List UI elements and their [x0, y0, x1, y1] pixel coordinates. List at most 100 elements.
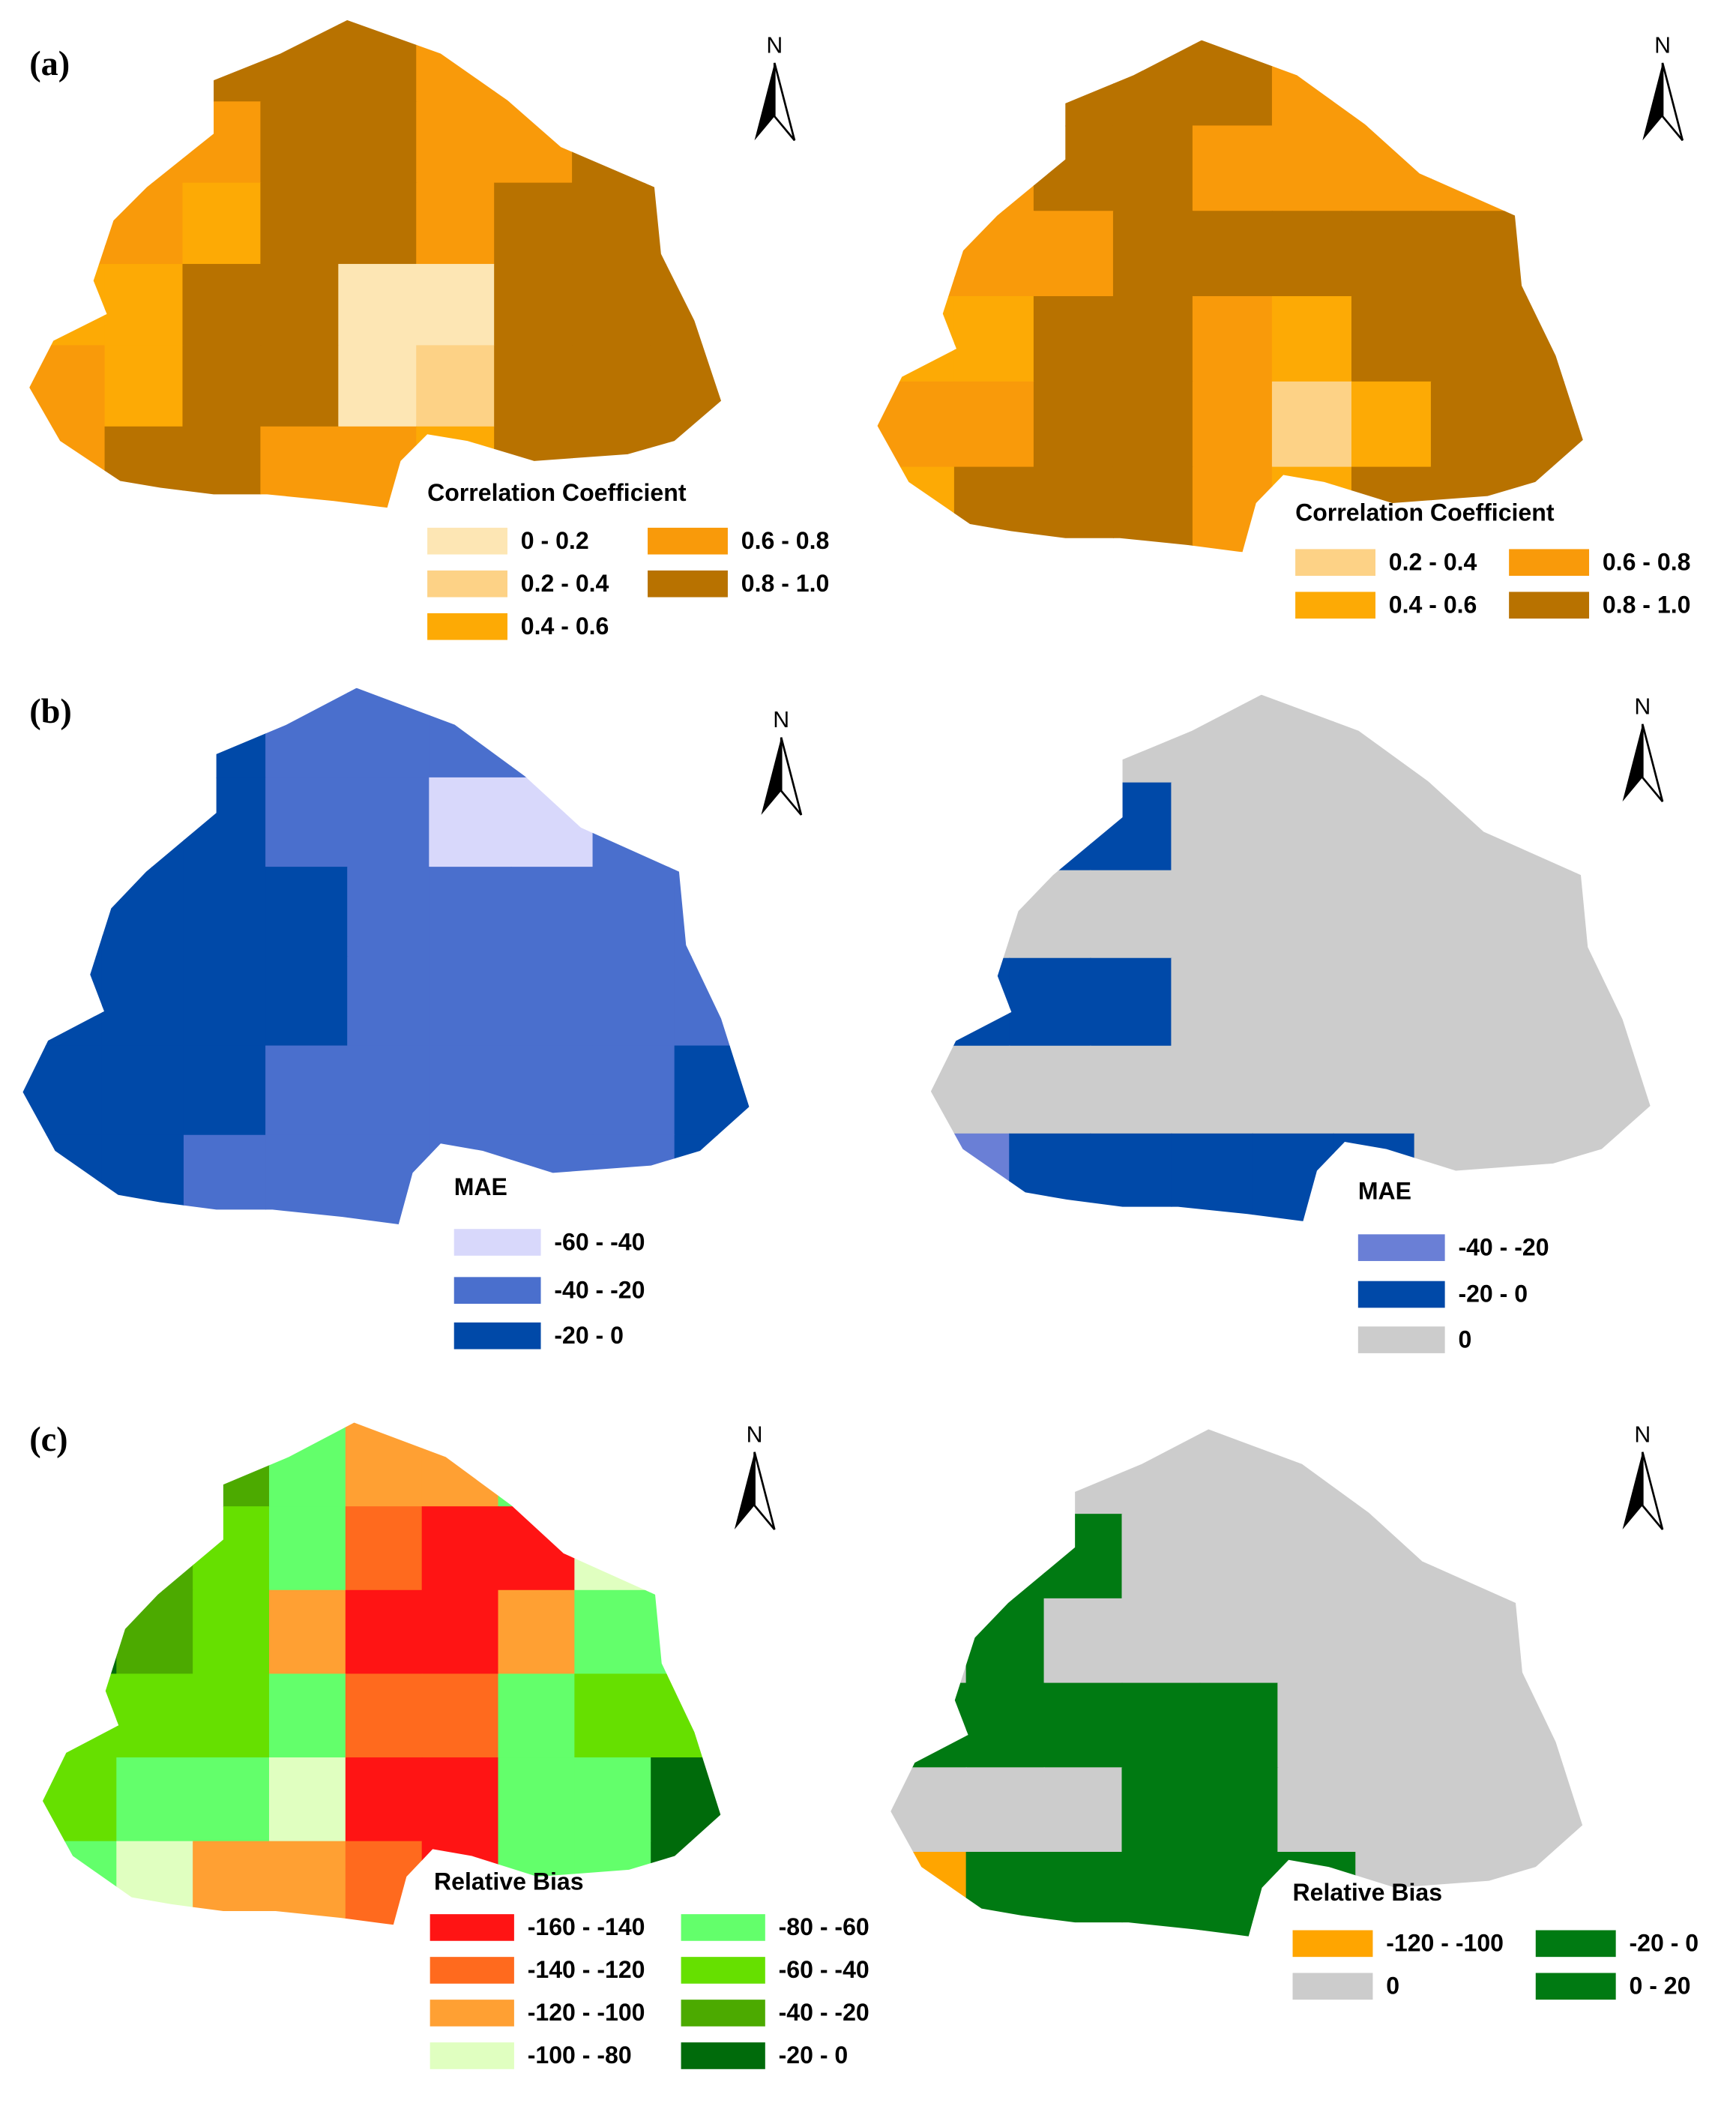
map-cell [1511, 1598, 1583, 1684]
map-cell [265, 1134, 349, 1224]
map-cell [347, 777, 430, 868]
map-cell [1009, 782, 1091, 871]
map-cell [183, 777, 267, 868]
map-cell [494, 101, 573, 184]
map-cell [1199, 1429, 1279, 1515]
map-cell [674, 1045, 750, 1136]
map-cell [1043, 1682, 1123, 1769]
map-cell [498, 1422, 576, 1508]
map [29, 19, 722, 508]
north-label: N [747, 1422, 763, 1447]
legend-title: Correlation Coefficient [1295, 499, 1555, 526]
map-cell [183, 956, 267, 1047]
map-cell [182, 426, 262, 508]
map-cell [1333, 957, 1415, 1047]
map-cell [338, 264, 418, 346]
map-cell [1351, 211, 1432, 298]
map-cell [347, 1134, 430, 1224]
map-cell [29, 101, 106, 184]
map-cell [345, 1506, 423, 1591]
map-cell [1430, 125, 1512, 212]
map-cell [42, 1506, 118, 1591]
map-cell [260, 182, 340, 265]
map-cell [101, 1134, 185, 1224]
legend-label: -20 - 0 [779, 2042, 849, 2069]
north-arrow-right [1641, 1451, 1664, 1530]
map-cell [1121, 1429, 1201, 1515]
legend-swatch [648, 527, 728, 555]
map-cell [1271, 211, 1353, 298]
map-cell [1252, 1133, 1334, 1221]
map-cell [1576, 957, 1651, 1047]
legend-label: -60 - -40 [779, 1956, 869, 1983]
map-cell [1033, 125, 1115, 212]
map [890, 1429, 1583, 1937]
map-cell [338, 19, 418, 103]
legend-title: Correlation Coefficient [427, 479, 687, 506]
map-cell [498, 1506, 576, 1591]
map-cell [1199, 1767, 1279, 1853]
map-cell [1433, 1598, 1513, 1684]
map [22, 688, 750, 1224]
legend-label: -20 - 0 [1629, 1930, 1699, 1957]
map-cell [650, 182, 722, 265]
map-cell [1112, 40, 1194, 127]
map-cell [965, 1429, 1045, 1515]
map-cell [890, 1851, 967, 1937]
map-cell [965, 1767, 1045, 1853]
map-cell [416, 19, 495, 103]
map-cell [429, 867, 512, 957]
map-cell [1121, 1514, 1201, 1599]
map-cell [651, 1757, 721, 1842]
map-cell [1199, 1514, 1279, 1599]
north-arrow-right [1661, 62, 1684, 142]
map-cell [1009, 1133, 1091, 1221]
map-cell [510, 688, 594, 779]
map-cell [421, 1506, 499, 1591]
map-cell [650, 345, 722, 427]
map-cell [183, 1045, 267, 1136]
map-cell [42, 1673, 118, 1759]
map-cell [1495, 870, 1577, 959]
north-arrow-right [773, 62, 796, 142]
map-cell [22, 1134, 103, 1224]
map-cell [1121, 1682, 1201, 1769]
legend-label: 0.2 - 0.4 [521, 570, 609, 597]
map-cell [877, 381, 955, 468]
map-cell [1414, 870, 1496, 959]
map-cell [592, 688, 675, 779]
map-cell [1090, 694, 1172, 783]
map-cell [574, 1757, 652, 1842]
map-cell [193, 1422, 271, 1508]
map-cell [574, 1589, 652, 1675]
legend-swatch [1535, 1930, 1616, 1958]
map-cell [268, 1589, 346, 1675]
map-cell [22, 1045, 103, 1136]
map-cell [421, 1589, 499, 1675]
map-cell [1271, 296, 1353, 382]
map-cell [1333, 870, 1415, 959]
legend-label: -40 - -20 [779, 1999, 869, 2026]
map-cell [101, 688, 185, 779]
map-cell [1277, 1514, 1357, 1599]
map-cell [1495, 782, 1577, 871]
legend-label: 0.4 - 0.6 [1389, 591, 1477, 618]
map-cell [877, 211, 955, 298]
north-label: N [1634, 1422, 1651, 1447]
map-cell [1511, 1767, 1583, 1853]
legend-swatch [430, 1914, 514, 1941]
legend-label: 0.6 - 0.8 [741, 527, 830, 554]
map-cell [345, 1673, 423, 1759]
map-cell [182, 19, 262, 103]
map-cell [1009, 957, 1091, 1047]
map-cell [1495, 694, 1577, 783]
map-cell [22, 867, 103, 957]
map-cell [22, 956, 103, 1047]
map-cell [651, 1841, 721, 1925]
map-cell [1043, 1851, 1123, 1937]
map-cell [494, 345, 573, 427]
map-cell [1043, 1598, 1123, 1684]
map-cell [260, 426, 340, 508]
map-cell [1171, 870, 1253, 959]
map-cell [116, 1506, 194, 1591]
